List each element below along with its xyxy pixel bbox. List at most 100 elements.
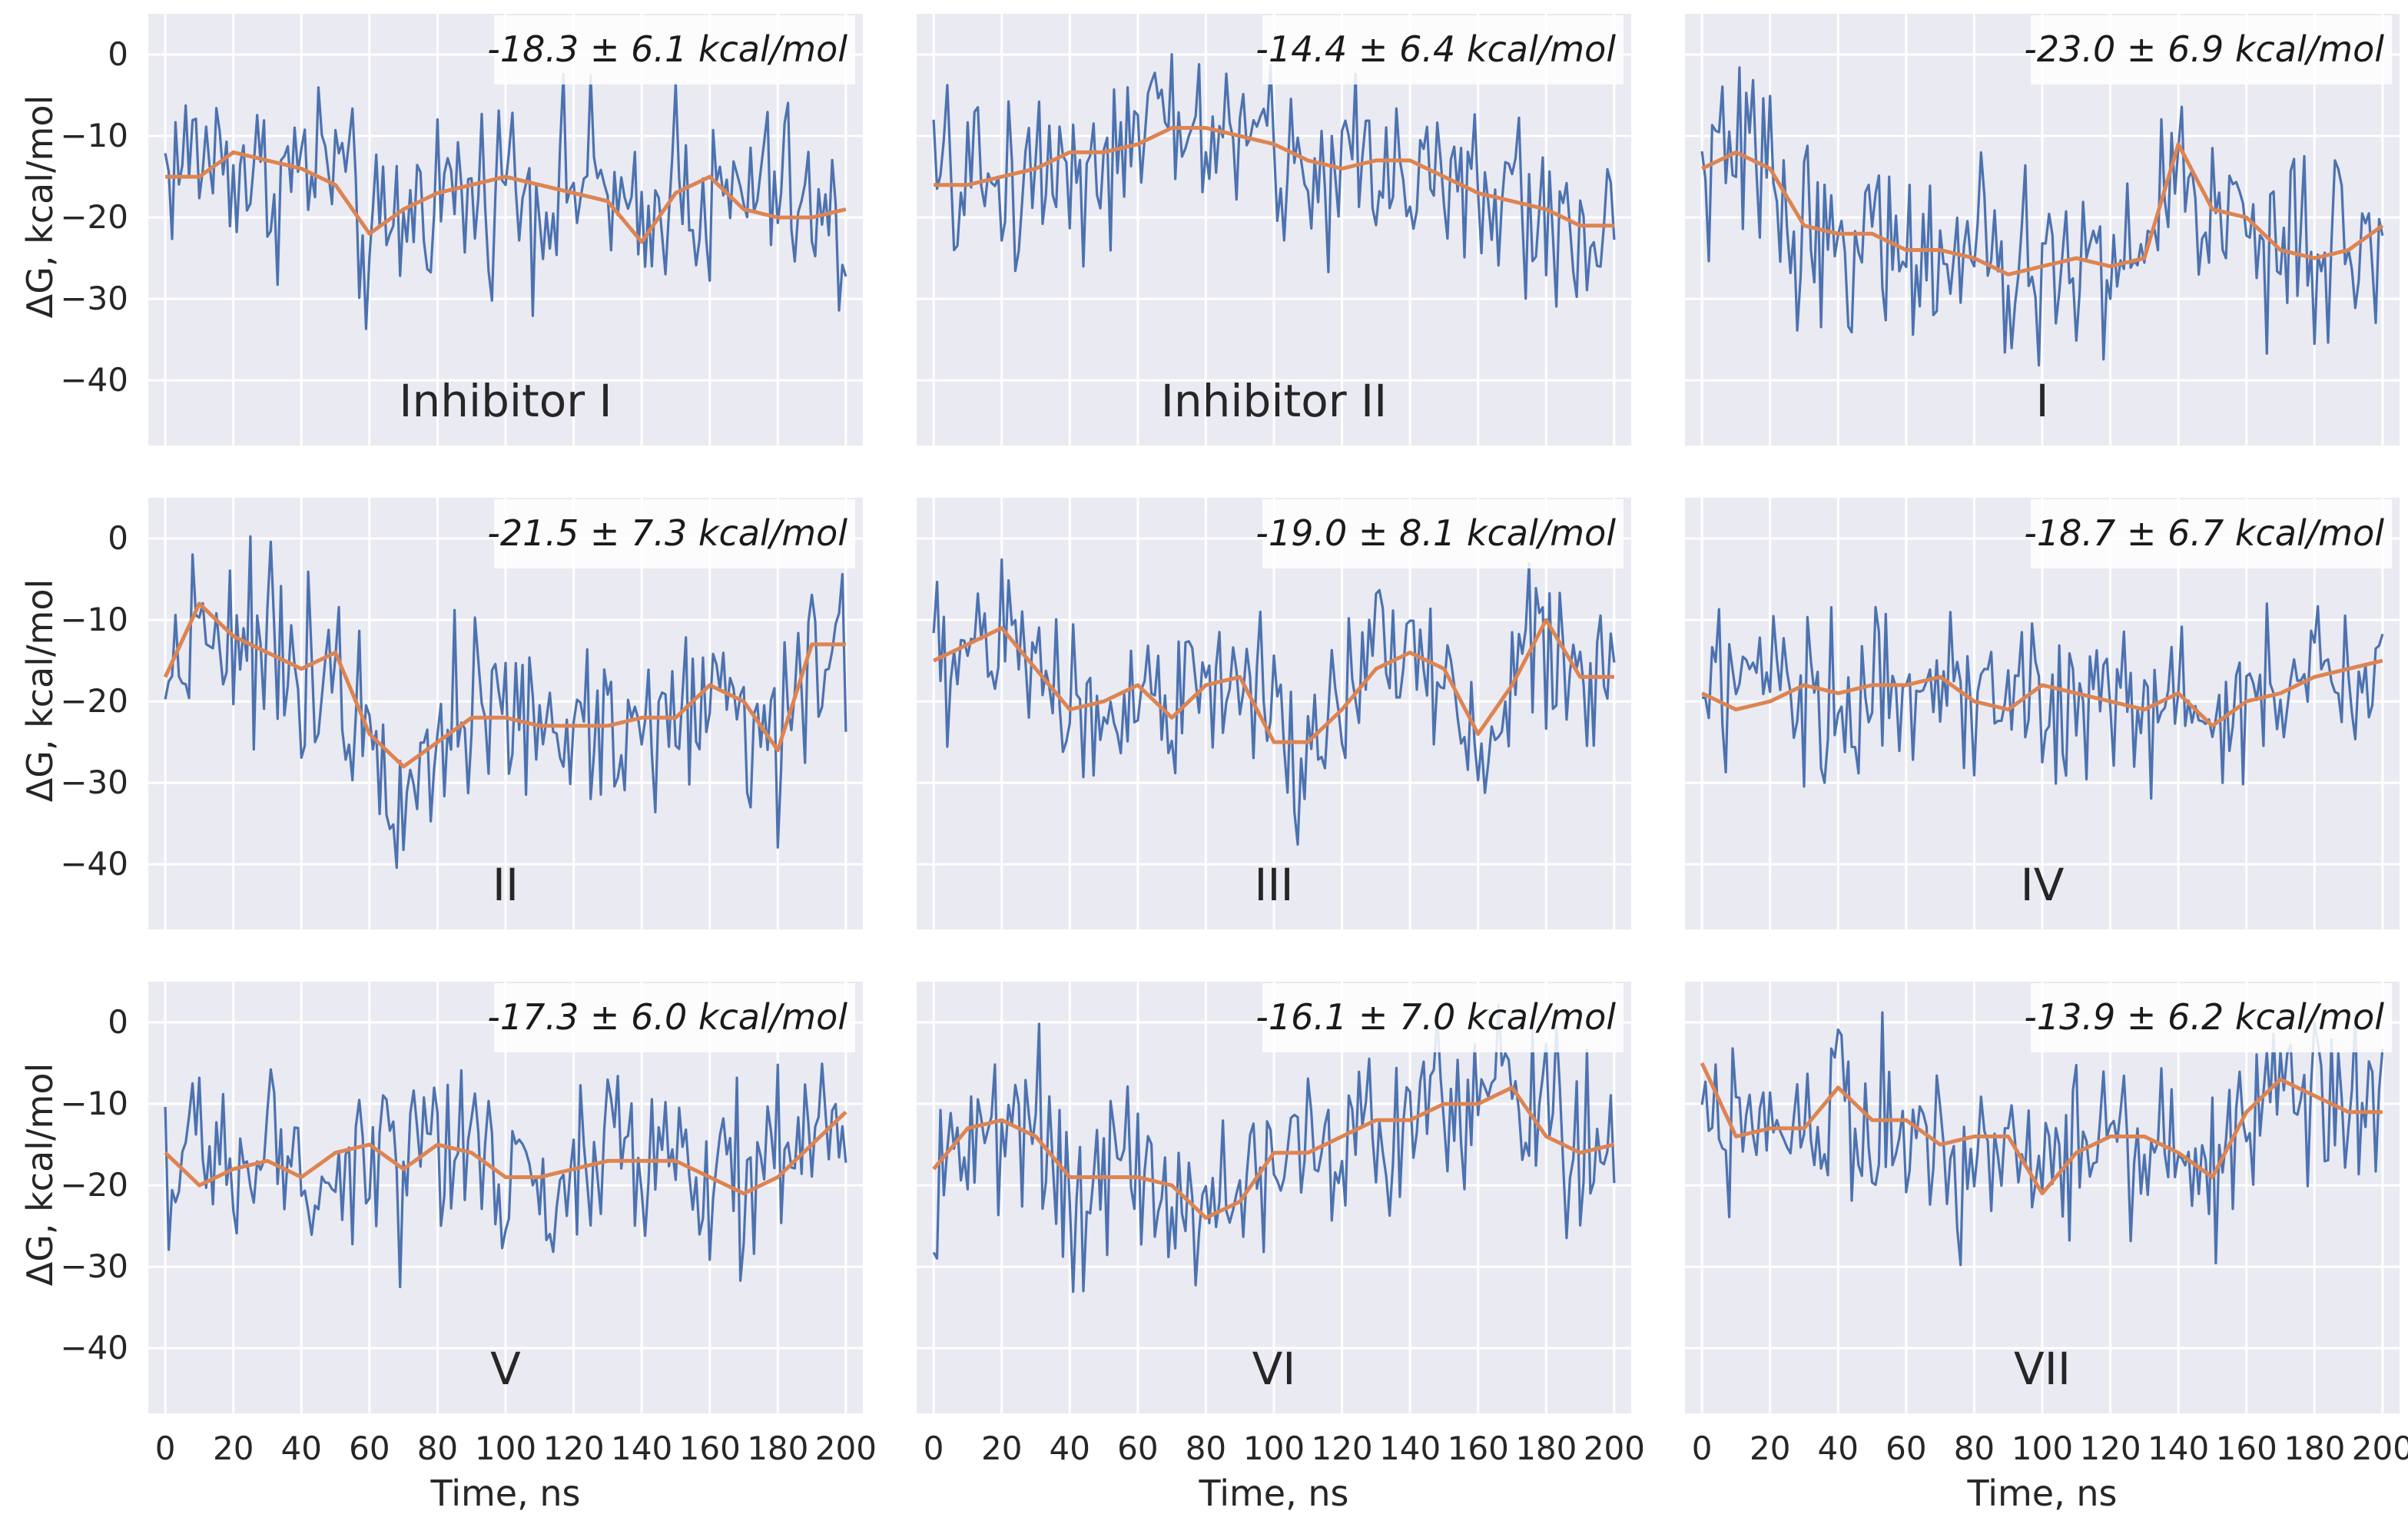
x-axis-title: Time, ns: [1199, 1473, 1349, 1514]
x-tick-label: 120: [1311, 1430, 1372, 1467]
smoothed-series-line: [1701, 658, 2383, 728]
compound-label: I: [2035, 375, 2048, 427]
x-tick-label: 180: [747, 1430, 808, 1467]
y-tick-label: −40: [60, 845, 128, 883]
y-tick-label: −30: [60, 1247, 128, 1285]
x-tick-label: 40: [281, 1430, 322, 1467]
panel-8: 0 20 40 60 80 100 120 140 160 180 200 Time, ns -16.1…: [917, 982, 1645, 1514]
annotation-box: [494, 499, 855, 568]
x-tick-label: 100: [475, 1430, 536, 1467]
y-tick-label: −40: [60, 361, 128, 399]
compound-label: Inhibitor II: [1161, 375, 1387, 427]
x-tick-label: 20: [981, 1430, 1022, 1467]
y-axis-title: ΔG, kcal/mol: [19, 95, 61, 319]
x-tick-label: 180: [1515, 1430, 1577, 1467]
y-tick-label: 0: [108, 1003, 128, 1041]
y-tick-label: −20: [60, 1166, 128, 1204]
x-tick-label: 40: [1818, 1430, 1859, 1467]
x-tick-label: 100: [1243, 1430, 1305, 1467]
compound-label: VII: [2014, 1343, 2071, 1395]
x-tick-label: 140: [1379, 1430, 1441, 1467]
x-tick-label: 60: [349, 1430, 390, 1467]
panel-2: -14.4 ± 6.4 kcal/mol Inhibitor II: [917, 14, 1631, 446]
x-tick-label: 200: [2352, 1430, 2408, 1467]
y-tick-label: −20: [60, 198, 128, 236]
compound-label: IV: [2021, 859, 2065, 911]
x-tick-label: 100: [2012, 1430, 2073, 1467]
annotation-text: -21.5 ± 7.3 kcal/mol: [487, 512, 847, 554]
x-tick-label: 20: [213, 1430, 254, 1467]
x-tick-label: 200: [1584, 1430, 1645, 1467]
compound-label: VI: [1252, 1343, 1296, 1395]
smoothed-series-line: [1701, 142, 2384, 277]
raw-series-line: [1701, 602, 2384, 800]
x-tick-label: 80: [417, 1430, 458, 1467]
panel-3: -23.0 ± 6.9 kcal/mol I: [1685, 14, 2400, 446]
panel-7: 0 −10 −20 −30 −40 ΔG, kcal/mol 0 20 40 60 80 100 120…: [19, 982, 877, 1514]
compound-label: III: [1254, 859, 1293, 911]
raw-series-line: [1700, 66, 2384, 367]
y-tick-label: −10: [60, 117, 128, 154]
y-tick-label: −10: [60, 601, 128, 638]
annotation-box: [2031, 15, 2392, 84]
x-tick-label: 0: [1692, 1430, 1713, 1467]
annotation-box: [2031, 983, 2392, 1052]
smoothed-series-line: [164, 1110, 847, 1196]
annotation-text: -13.9 ± 6.2 kcal/mol: [2024, 996, 2384, 1038]
annotation-box: [494, 15, 855, 84]
annotation-text: -14.4 ± 6.4 kcal/mol: [1255, 28, 1616, 70]
smoothed-series-line: [1700, 1062, 2383, 1196]
compound-label: II: [493, 859, 519, 911]
x-tick-label: 20: [1750, 1430, 1790, 1467]
annotation-text: -18.7 ± 6.7 kcal/mol: [2024, 512, 2384, 554]
y-tick-label: −40: [60, 1329, 128, 1367]
x-tick-label: 200: [815, 1430, 877, 1467]
panel-5: -19.0 ± 8.1 kcal/mol III: [917, 498, 1631, 929]
annotation-text: -23.0 ± 6.9 kcal/mol: [2024, 28, 2384, 70]
x-tick-label: 180: [2284, 1430, 2345, 1467]
y-tick-label: −10: [60, 1085, 128, 1122]
panel-9: 0 20 40 60 80 100 120 140 160 180 200 Time, ns -13.9…: [1685, 982, 2408, 1514]
y-tick-label: −20: [60, 682, 128, 720]
annotation-box: [1262, 15, 1624, 84]
x-tick-label: 60: [1886, 1430, 1926, 1467]
annotation-box: [2031, 499, 2392, 568]
annotation-text: -18.3 ± 6.1 kcal/mol: [487, 28, 847, 70]
annotation-text: -17.3 ± 6.0 kcal/mol: [487, 996, 847, 1038]
x-axis-title: Time, ns: [1967, 1473, 2118, 1514]
panel-4: 0 −10 −20 −30 −40 ΔG, kcal/mol -21.5 ± 7.3 kca…: [19, 498, 863, 929]
x-axis-title: Time, ns: [430, 1473, 581, 1514]
x-tick-label: 60: [1117, 1430, 1158, 1467]
smoothed-series-line: [933, 618, 1614, 744]
annotation-text: -19.0 ± 8.1 kcal/mol: [1255, 512, 1616, 554]
y-axis-title: ΔG, kcal/mol: [19, 579, 61, 803]
x-tick-label: 80: [1186, 1430, 1226, 1467]
smoothed-series-line: [932, 1085, 1615, 1220]
x-tick-label: 80: [1954, 1430, 1995, 1467]
y-axis-title: ΔG, kcal/mol: [19, 1063, 61, 1287]
y-tick-label: −30: [60, 764, 128, 801]
x-tick-label: 40: [1050, 1430, 1090, 1467]
raw-series-line: [164, 72, 847, 330]
compound-label: V: [490, 1343, 521, 1395]
y-tick-label: 0: [108, 35, 128, 73]
panel-1: 0 −10 −20 −30 −40 ΔG, kcal/mol -18.3 ± 6.1 kca…: [19, 14, 863, 446]
annotation-box: [1262, 499, 1624, 568]
y-tick-label: −30: [60, 280, 128, 317]
x-tick-label: 0: [155, 1430, 176, 1467]
y-tick-label: 0: [108, 519, 128, 557]
x-tick-label: 160: [1448, 1430, 1509, 1467]
x-tick-label: 0: [924, 1430, 944, 1467]
annotation-text: -16.1 ± 7.0 kcal/mol: [1255, 996, 1616, 1038]
smoothed-series-line: [934, 126, 1614, 228]
x-tick-label: 120: [2079, 1430, 2141, 1467]
x-tick-label: 140: [611, 1430, 672, 1467]
raw-series-line: [932, 558, 1616, 846]
annotation-box: [494, 983, 855, 1052]
x-tick-label: 160: [2216, 1430, 2277, 1467]
raw-series-line: [164, 535, 847, 870]
x-tick-label: 160: [679, 1430, 741, 1467]
smoothed-series-line: [163, 601, 846, 769]
compound-label: Inhibitor I: [399, 375, 612, 427]
